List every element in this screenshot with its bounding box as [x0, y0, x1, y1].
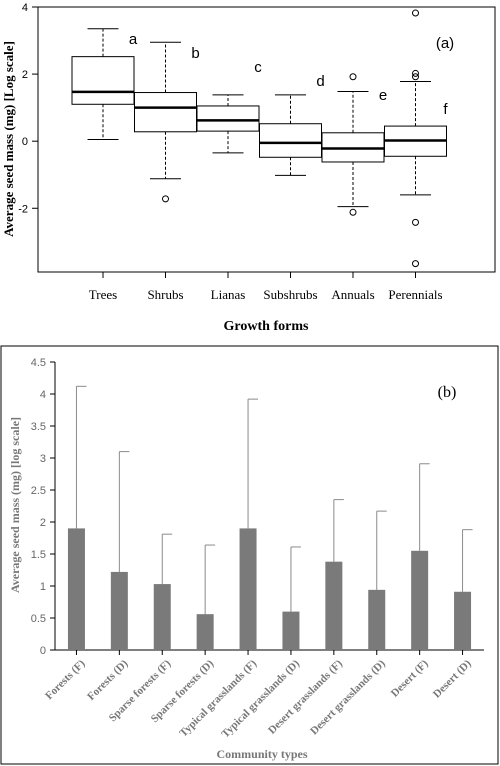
panel-a-x-axis: Trees Shrubs Lianas Subshrubs Annuals Perenni…	[89, 272, 443, 302]
panel-b-x-tick-label: Forests (F)	[43, 657, 88, 702]
panel-a-y-axis: -2 0 2 4	[18, 2, 38, 215]
panel-b-x-tick-label: Desert (F)	[389, 657, 431, 699]
bar	[110, 571, 128, 650]
panel-b-y-tick-label: 0.5	[31, 613, 46, 625]
panel-b-x-axis: Forests (F)Forests (D)Sparse forests (F)…	[43, 650, 474, 740]
panel-a-boxes: a b c d e f	[71, 9, 448, 268]
group-letter: e	[379, 87, 387, 104]
panel-a-x-tick-label: Shrubs	[147, 287, 183, 302]
box-iqr	[259, 123, 322, 158]
panel-b-barchart: (b) 0 0.5 1 1.5 2 2.5 3 3.5 4 4.5 Forests (F)Fore…	[0, 345, 499, 765]
panel-a-plot-frame	[37, 6, 496, 273]
panel-b-y-tick-label: 3	[40, 453, 46, 465]
panel-b-x-tick-label: Desert (D)	[431, 657, 474, 700]
bar	[196, 614, 214, 650]
panel-a-x-axis-title: Growth forms	[224, 319, 309, 334]
panel-a-x-tick-label: Annuals	[331, 287, 374, 302]
panel-a-y-tick-label: 0	[22, 136, 28, 148]
panel-b-frame	[0, 345, 499, 765]
box-iqr	[71, 56, 135, 105]
panel-b-x-tick-label: Typical grasslands (F)	[177, 657, 259, 739]
panel-b-label: (b)	[438, 384, 457, 401]
panel-a-y-tick-label: 2	[22, 69, 28, 81]
panel-b-y-tick-label: 4	[40, 389, 46, 401]
panel-b-y-tick-label: 1	[40, 581, 46, 593]
bar	[368, 589, 386, 650]
box-iqr	[134, 92, 197, 133]
box-outlier-point	[412, 69, 419, 77]
bar	[239, 528, 257, 650]
panel-b-y-tick-label: 2.5	[31, 485, 46, 497]
group-letter: a	[129, 31, 138, 48]
box-outlier-point	[412, 9, 419, 17]
panel-b-y-axis-title: Average seed mass (mg) [log scale]	[8, 417, 22, 593]
box-outlier-point	[412, 73, 419, 81]
box-outlier-point	[349, 208, 357, 216]
bar	[454, 591, 472, 650]
panel-b-x-tick-label: Typical grasslands (D)	[219, 657, 302, 740]
panel-b-x-tick-label: Desert grasslands (F)	[266, 657, 345, 736]
group-letter: f	[443, 101, 448, 118]
panel-b-y-tick-label: 4.5	[31, 357, 46, 369]
panel-a-x-tick-label: Trees	[89, 287, 117, 302]
panel-a-y-tick-label: -2	[18, 203, 28, 215]
panel-b-y-axis: 0 0.5 1 1.5 2 2.5 3 3.5 4 4.5	[31, 357, 55, 657]
panel-b-y-tick-label: 2	[40, 517, 46, 529]
panel-b-x-axis-title: Community types	[216, 747, 307, 761]
panel-b-y-tick-label: 0	[40, 645, 46, 657]
group-letter: d	[316, 73, 324, 90]
panel-b-x-tick-label: Desert grasslands (D)	[308, 657, 388, 737]
box-outlier-point	[412, 260, 419, 268]
panel-a-label: (a)	[436, 35, 454, 52]
group-letter: b	[191, 45, 199, 62]
box-outlier-point	[412, 218, 419, 226]
panel-a-x-tick-label: Lianas	[211, 287, 246, 302]
panel-b-y-tick-label: 3.5	[31, 421, 46, 433]
box-iqr	[196, 105, 260, 132]
bar	[282, 611, 300, 650]
panel-a-x-tick-label: Perennials	[388, 287, 442, 302]
panel-a-x-tick-label: Subshrubs	[263, 287, 317, 302]
panel-b-bars	[67, 385, 473, 650]
group-letter: c	[254, 59, 262, 76]
box-outlier-point	[349, 73, 357, 81]
bar	[411, 550, 429, 650]
panel-a-boxplot: (a) -2 0 2 4 a b c d e f Trees Shrubs Lianas Subshr…	[1, 2, 496, 334]
box-outlier-point	[162, 195, 169, 203]
bar	[325, 561, 343, 650]
bar	[153, 584, 171, 650]
panel-a-y-tick-label: 4	[22, 2, 28, 14]
panel-b-x-tick-label: Forests (D)	[85, 657, 131, 703]
panel-b-y-tick-label: 1.5	[31, 549, 46, 561]
panel-a-y-axis-title: Average seed mass (mg) [Log scale]	[1, 41, 16, 237]
bar	[67, 528, 85, 650]
